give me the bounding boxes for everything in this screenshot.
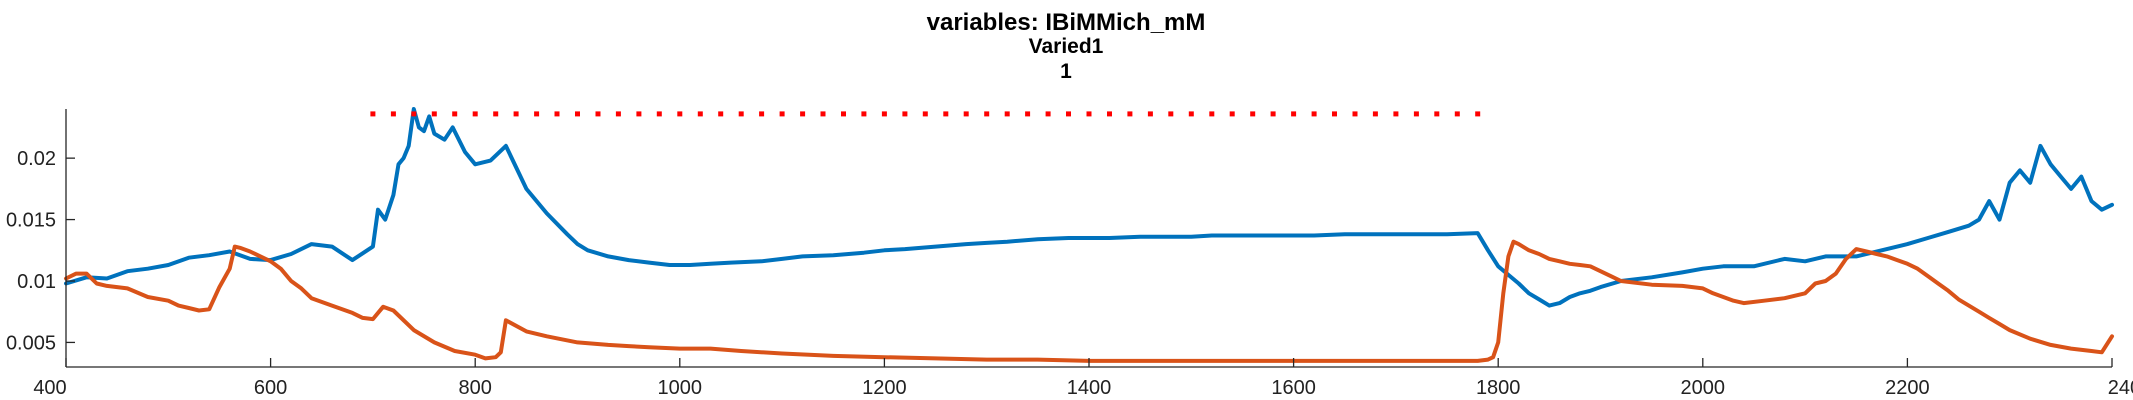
red-marker-point (697, 111, 703, 117)
red-marker-point (1127, 111, 1133, 117)
x-tick-label: 1000 (658, 377, 703, 399)
red-marker-point (1475, 111, 1481, 117)
series-2-line (64, 239, 2114, 363)
red-marker-point (800, 111, 806, 117)
red-marker-point (1107, 111, 1112, 117)
red-marker-point (738, 111, 744, 117)
red-marker-point (1147, 111, 1153, 117)
x-axis-ticks: 400 600 800 1000 1200 1400 1600 1800 2000 2200 240… (33, 358, 2133, 399)
red-marker-point (718, 111, 724, 117)
red-marker-point (1004, 111, 1010, 117)
red-marker-point (984, 111, 990, 117)
red-marker-point (575, 111, 580, 117)
red-marker-point (370, 111, 376, 117)
red-marker-point (513, 111, 519, 117)
y-tick-label: 0.005 (6, 332, 56, 354)
red-marker-point (963, 111, 969, 117)
red-marker-point (881, 111, 887, 117)
red-marker-point (1454, 111, 1460, 117)
red-marker-point (1025, 111, 1031, 117)
red-marker-point (1270, 111, 1276, 117)
y-tick-label: 0.02 (17, 148, 56, 170)
red-marker-point (534, 111, 540, 117)
x-tick-label: 2000 (1681, 377, 1726, 399)
y-tick-label: 0.01 (17, 271, 56, 293)
red-marker-point (431, 111, 437, 117)
red-marker-point (390, 111, 396, 117)
x-tick-label: 2400 (2108, 377, 2133, 399)
x-tick-label: 800 (459, 377, 492, 399)
red-marker-point (1413, 111, 1419, 117)
red-marker-point (1045, 111, 1051, 117)
x-tick-label: 2200 (1885, 377, 1930, 399)
red-marker-point (1250, 111, 1256, 117)
red-marker-point (554, 111, 560, 117)
red-marker-point (1311, 111, 1317, 117)
y-axis-ticks: 0.005 0.01 0.015 0.02 (6, 148, 75, 354)
x-tick-label: 600 (254, 377, 287, 399)
red-marker-point (1291, 111, 1297, 117)
red-marker-point (595, 111, 601, 117)
red-marker-point (902, 111, 908, 117)
x-tick-label: 400 (33, 377, 66, 399)
red-marker-point (1229, 111, 1235, 117)
red-marker-point (779, 111, 785, 117)
series-1-line (64, 107, 2114, 308)
red-marker-point (1352, 111, 1358, 117)
red-marker-point (656, 111, 662, 117)
red-marker-point (493, 111, 499, 117)
red-marker-point (1168, 111, 1174, 117)
plot-area: 400 600 800 1000 1200 1400 1600 1800 2000 2200 24 0… (6, 107, 2133, 399)
red-marker-point (615, 111, 621, 117)
red-marker-point (636, 111, 642, 117)
y-tick-label: 0.015 (6, 210, 56, 232)
chart-title-line-3: 1 (1060, 60, 1072, 83)
red-marker-point (1372, 111, 1378, 117)
chart-title: variables: IBiMMich_mM Varied1 1 (927, 9, 1206, 83)
red-marker-point (1393, 111, 1399, 117)
red-marker-point (861, 111, 867, 117)
red-marker-point (1066, 111, 1071, 117)
red-marker-point (943, 111, 949, 117)
chart-title-line-2: Varied1 (1029, 35, 1104, 58)
red-marker-point (759, 111, 765, 117)
red-marker-point (411, 111, 417, 117)
red-marker-point (1434, 111, 1440, 117)
red-marker-point (820, 111, 826, 117)
red-marker-point (1332, 111, 1337, 117)
chart-marks (64, 107, 2114, 363)
chart-axes: 400 600 800 1000 1200 1400 1600 1800 2000 2200 24 0… (6, 109, 2133, 399)
x-tick-label: 1800 (1476, 377, 1521, 399)
x-tick-label: 1200 (862, 377, 907, 399)
red-marker-point (452, 111, 458, 117)
red-marker-point (677, 111, 683, 117)
red-marker-point (1209, 111, 1215, 117)
x-tick-label: 1400 (1067, 377, 1112, 399)
red-marker-point (922, 111, 928, 117)
red-marker-point (841, 111, 846, 117)
red-marker-point (1188, 111, 1194, 117)
x-tick-label: 1600 (1271, 377, 1316, 399)
chart-title-line-1: variables: IBiMMich_mM (927, 9, 1206, 36)
red-marker-point (472, 111, 478, 117)
red-marker-point (1086, 111, 1092, 117)
